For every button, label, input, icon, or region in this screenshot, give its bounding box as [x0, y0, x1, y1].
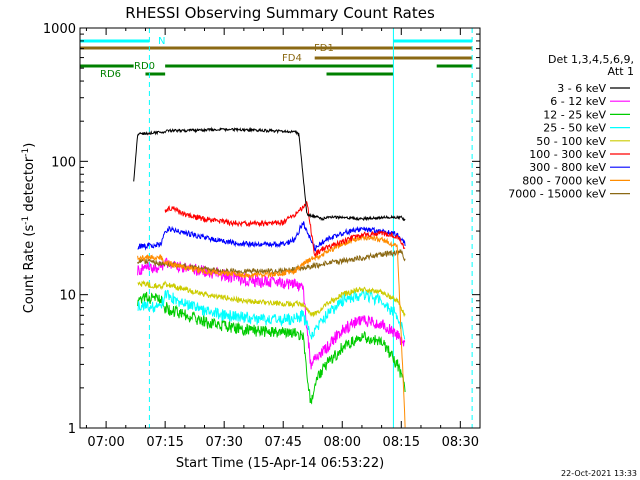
status-label-n: N	[158, 36, 165, 47]
legend-entry-label: 25 - 50 keV	[543, 122, 606, 135]
legend-entry-label: 300 - 800 keV	[529, 161, 606, 174]
legend-header: Det 1,3,4,5,6,9,	[548, 53, 634, 66]
y-axis: 1 10 100 1000	[43, 22, 480, 437]
legend-entry-label: 100 - 300 keV	[529, 148, 606, 161]
y-tick-label: 10	[59, 289, 76, 304]
legend-entry-label: 7000 - 15000 keV	[508, 188, 606, 201]
x-tick-label: 07:30	[205, 435, 242, 450]
series-line-2	[137, 291, 406, 405]
observing-status-bars: N FD1 FD4 RD0 RD6	[80, 36, 473, 80]
x-tick-label: 07:45	[264, 435, 301, 450]
series-group	[133, 126, 406, 428]
series-line-0	[133, 126, 406, 222]
status-label-rd0: RD0	[134, 61, 155, 72]
x-axis: 07:00 07:15 07:30 07:45 08:00 08:15 08:30	[85, 28, 481, 450]
chart-title: RHESSI Observing Summary Count Rates	[125, 4, 435, 22]
legend-header: Att 1	[608, 65, 634, 78]
series-line-3	[137, 289, 406, 340]
series-line-6	[137, 221, 406, 253]
legend-entry-label: 50 - 100 keV	[536, 135, 606, 148]
y-axis-label: Count Rate (s-1 detector-1)	[21, 143, 37, 314]
y-tick-label: 1	[68, 422, 76, 437]
legend-entry-label: 6 - 12 keV	[550, 95, 606, 108]
x-tick-label: 08:00	[324, 435, 361, 450]
legend-entry-label: 800 - 7000 keV	[522, 174, 606, 187]
date-stamp: 22-Oct-2021 13:33	[561, 469, 637, 478]
series-line-5	[164, 201, 406, 258]
vertical-markers	[79, 28, 473, 428]
x-tick-label: 08:30	[442, 435, 479, 450]
legend-entry-label: 3 - 6 keV	[557, 82, 606, 95]
status-label-rd6: RD6	[100, 69, 121, 80]
x-tick-label: 07:00	[87, 435, 124, 450]
y-tick-label: 100	[51, 155, 76, 170]
x-tick-label: 07:15	[146, 435, 183, 450]
plot-frame	[79, 27, 481, 429]
x-axis-label: Start Time (15-Apr-14 06:53:22)	[176, 456, 384, 471]
series-line-4	[137, 279, 406, 318]
status-label-fd4: FD4	[282, 53, 302, 64]
legend-entry-label: 12 - 25 keV	[543, 108, 606, 121]
status-label-fd1: FD1	[314, 43, 334, 54]
x-tick-label: 08:15	[383, 435, 420, 450]
y-tick-label: 1000	[43, 22, 76, 37]
